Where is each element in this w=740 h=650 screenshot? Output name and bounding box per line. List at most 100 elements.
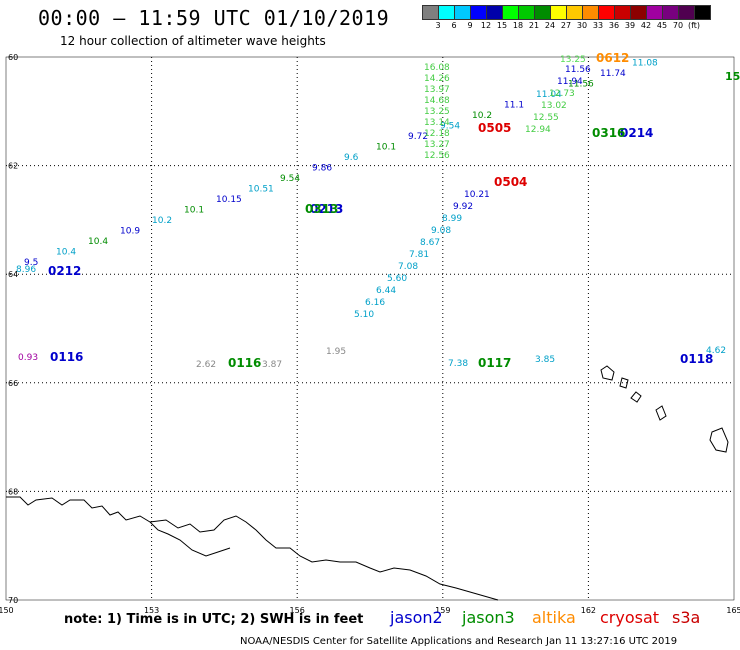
note-text: note: 1) Time is in UTC; 2) SWH is in fe… [64,612,364,627]
scale-label: 9 [467,21,473,30]
swh-value: 12.55 [533,113,559,123]
swh-value: 11.08 [632,59,658,69]
scale-label: 42 [640,21,652,30]
scale-swatch [422,5,439,20]
swh-value: 9.72 [408,132,428,142]
scale-label: 33 [592,21,604,30]
scale-label: 6 [451,21,457,30]
swh-value: 10.21 [464,190,490,200]
swh-value: 10.1 [376,143,396,153]
swh-value: 10.2 [472,111,492,121]
swh-value: 13.27 [424,140,450,150]
scale-swatch [550,5,567,20]
pass-time: 0212 [48,264,81,278]
swh-value: 0.93 [18,353,38,363]
page-subtitle: 12 hour collection of altimeter wave hei… [60,34,326,48]
swh-value: 8.96 [16,265,36,275]
pass-time: 0118 [680,352,713,366]
swh-value: 10.4 [56,248,76,258]
swh-value: 11.04 [536,90,562,100]
scale-swatch [630,5,647,20]
color-scale: 3 6 9 12 15 18 21 24 27 30 33 36 39 42 45 70 (ft) [422,5,711,32]
scale-label: 30 [576,21,588,30]
scale-swatch [502,5,519,20]
scale-swatch [566,5,583,20]
lon-label: 150 [0,606,14,615]
scale-label: 3 [435,21,441,30]
legend-altika: altika [532,608,576,627]
swh-value: 9.5 [24,258,38,268]
scale-swatch [646,5,663,20]
swh-value: 9.54 [440,122,460,132]
swh-value: 13.25 [560,55,586,65]
swh-value: 3.85 [535,355,555,365]
scale-unit: (ft) [687,21,701,30]
scale-label: 15 [496,21,508,30]
lat-label: 60 [8,53,18,62]
scale-label: 70 [672,21,684,30]
lat-label: 68 [8,487,18,496]
lon-label: 156 [290,606,305,615]
swh-value: 14.26 [424,74,450,84]
swh-value: 7.38 [448,359,468,369]
scale-swatch [470,5,487,20]
lat-lon-grid: 150 153 156 159 162 165 60 62 64 66 68 70 [0,53,740,615]
scale-label: 45 [656,21,668,30]
pass-time: 0505 [478,121,511,135]
swh-value: 11.56 [565,65,591,75]
lat-label: 70 [8,596,18,605]
swh-value: 13.02 [541,101,567,111]
scale-swatch [678,5,695,20]
swh-value: 10.51 [248,185,274,195]
swh-value: 1.95 [326,347,346,357]
footer-credit: NOAA/NESDIS Center for Satellite Applica… [240,636,678,647]
swh-value: 13.25 [424,107,450,117]
swh-value: 12.18 [424,129,450,139]
swh-value: 7.81 [409,250,429,260]
lat-label: 62 [8,162,18,171]
swh-value: 11.94 [557,77,583,87]
swh-value: 13.14 [424,118,450,128]
scale-label: 39 [624,21,636,30]
swh-value: 6.16 [365,298,385,308]
map-frame [5,56,735,601]
swh-value: 10.9 [120,227,140,237]
scale-swatch [662,5,679,20]
pass-time: 0313 [305,202,338,216]
swh-value: 3.87 [262,360,282,370]
swh-value: 16.08 [424,63,450,73]
scale-swatch [486,5,503,20]
swh-value: 2.62 [196,360,216,370]
lat-label: 64 [8,270,18,279]
pass-time: 0316 [592,126,625,140]
swh-value: 12.94 [525,125,551,135]
color-scale-labels: 3 6 9 12 15 18 21 24 27 30 33 36 39 42 45 70 (ft) [422,20,710,32]
swh-value: 5.60 [387,274,407,284]
swh-value: 7.08 [398,262,418,272]
scale-swatch [598,5,615,20]
pass-time: 0214 [620,126,653,140]
lon-label: 159 [435,606,450,615]
pass-time: 0116 [50,350,83,364]
swh-value: 9.08 [431,226,451,236]
scale-swatch [518,5,535,20]
scale-swatch [694,5,711,20]
scale-label: 36 [608,21,620,30]
scale-swatch [438,5,455,20]
swh-value: 5.10 [354,310,374,320]
scale-swatch [614,5,631,20]
swh-value: 14.68 [424,96,450,106]
lon-label: 153 [144,606,159,615]
color-scale-swatches [422,5,711,20]
pass-time: 0213 [310,202,343,216]
legend-cryosat: cryosat [600,608,660,627]
pass-time: 0116 [228,356,261,370]
lon-label: 165 [726,606,740,615]
scale-label: 12 [480,21,492,30]
swh-value: 12.73 [549,89,575,99]
legend-s3a: s3a [672,608,701,627]
scale-label: 18 [512,21,524,30]
swh-value: 11.74 [600,69,626,79]
swh-value: 13.97 [424,85,450,95]
